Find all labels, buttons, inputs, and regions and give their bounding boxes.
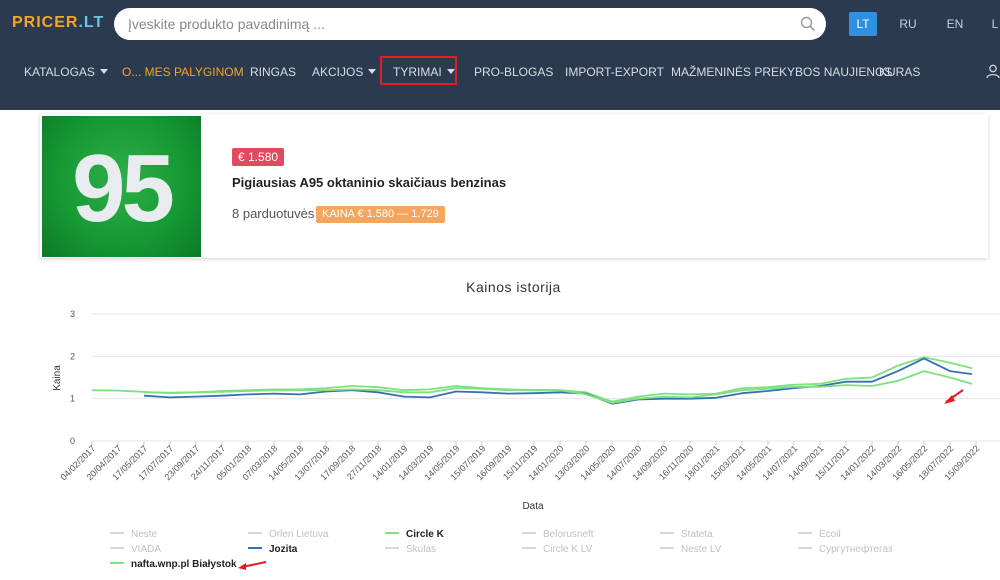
- nav-akcijos[interactable]: AKCIJOS: [312, 65, 377, 79]
- legend-label: Belorusneft: [543, 529, 594, 540]
- legend-item-orlen-lietuva[interactable]: Orlen Lietuva: [248, 529, 328, 540]
- lang-ru-button[interactable]: RU: [899, 17, 917, 31]
- legend-label: nafta.wnp.pl Białystok: [131, 559, 237, 570]
- legend-item-belorusneft[interactable]: Belorusneft: [522, 529, 594, 540]
- legend-item-neste[interactable]: Neste: [110, 529, 157, 540]
- product-title[interactable]: Pigiausias A95 oktaninio skaičiaus benzi…: [232, 175, 507, 190]
- nav-mes-palyginom[interactable]: O... MES PALYGINOM: [122, 65, 244, 79]
- nav-import-export[interactable]: IMPORT-EXPORT: [565, 65, 664, 79]
- caret-down-icon: [368, 69, 377, 74]
- nav-tyrimai[interactable]: TYRIMAI: [393, 65, 455, 79]
- legend-item-circle-k[interactable]: Circle K: [385, 529, 444, 540]
- lang-l-button[interactable]: L: [991, 17, 999, 31]
- chart-series: [91, 356, 973, 405]
- legend-item-skulas[interactable]: Skulas: [385, 544, 436, 555]
- legend-label: Ecoil: [819, 529, 841, 540]
- stores-count: 8 parduotuvės: [232, 206, 315, 221]
- y-axis-label: Kaina: [52, 365, 63, 391]
- chart-grid: [92, 313, 1000, 442]
- legend-swatch: [522, 532, 536, 534]
- nav-katalogas[interactable]: KATALOGAS: [24, 65, 108, 79]
- y-axis-ticks: 0 1 2 3: [70, 309, 75, 446]
- nav-ringas[interactable]: RINGAS: [250, 65, 297, 79]
- legend-swatch: [522, 547, 536, 549]
- chart-title: Kainos istorija: [466, 279, 561, 295]
- nav-mazmenines-naujienos[interactable]: MAŽMENINĖS PREKYBOS NAUJIENOS: [671, 65, 893, 79]
- legend-swatch: [110, 562, 124, 564]
- nav-label: KATALOGAS: [24, 65, 95, 79]
- legend-label: VIADA: [131, 544, 162, 555]
- nav-kuras[interactable]: KURAS: [879, 65, 921, 79]
- x-axis-label: Data: [522, 501, 544, 512]
- legend-label: Skulas: [406, 544, 437, 555]
- legend-item-circle-k-lv[interactable]: Circle K LV: [522, 544, 592, 555]
- price-history-chart: 0 1 2 3 04/02/201720/04/201717/05/201717/07…: [52, 309, 1000, 512]
- legend-label: Neste: [131, 529, 158, 540]
- legend-item--[interactable]: Сургутнефтегаз: [798, 544, 892, 555]
- legend-swatch: [110, 547, 124, 549]
- y-tick-label: 2: [70, 351, 75, 361]
- logo-tld: .LT: [78, 14, 105, 31]
- legend-label: Orlen Lietuva: [269, 529, 329, 540]
- top-header: PRICER.LT LT RU EN L KATALOGAS O... MES …: [0, 0, 1000, 110]
- tyrimai-highlight-box: [380, 56, 457, 85]
- legend-item-viada[interactable]: VIADA: [110, 544, 161, 555]
- logo-text: PRICER: [12, 14, 79, 31]
- user-icon[interactable]: [986, 64, 1000, 78]
- octane-number: 95: [72, 135, 175, 242]
- legend-label: Circle K LV: [543, 544, 593, 555]
- y-tick-label: 1: [70, 394, 75, 404]
- legend-swatch: [110, 532, 124, 534]
- series-line-nafta-wnp-pl-bia-ystok: [143, 370, 973, 404]
- legend-item-stateta[interactable]: Stateta: [660, 529, 713, 540]
- caret-down-icon: [446, 69, 455, 74]
- search-icon[interactable]: [800, 16, 816, 32]
- legend-label: Stateta: [681, 529, 713, 540]
- legend-label: Сургутнефтегаз: [819, 544, 893, 555]
- legend-swatch: [248, 547, 262, 549]
- x-axis-ticks: 04/02/201720/04/201717/05/201717/07/2017…: [58, 441, 981, 482]
- legend-item-jozita[interactable]: Jozita: [248, 544, 297, 555]
- legend-swatch: [660, 547, 674, 549]
- price-range-badge: KAINA € 1.580 — 1.729: [316, 206, 445, 223]
- legend-item-neste-lv[interactable]: Neste LV: [660, 544, 721, 555]
- lang-lt-button[interactable]: LT: [849, 12, 877, 36]
- nav-label: AKCIJOS: [312, 65, 364, 79]
- site-logo[interactable]: PRICER.LT: [12, 14, 104, 32]
- octane-95-image: 95: [42, 116, 201, 257]
- legend-swatch: [385, 532, 399, 534]
- lang-en-button[interactable]: EN: [946, 17, 964, 31]
- y-tick-label: 0: [70, 436, 75, 446]
- legend-swatch: [798, 547, 812, 549]
- legend-item-ecoil[interactable]: Ecoil: [798, 529, 841, 540]
- price-badge: € 1.580: [232, 148, 285, 166]
- main-nav: KATALOGAS O... MES PALYGINOM RINGAS AKCI…: [0, 58, 1000, 86]
- search-input[interactable]: [128, 14, 788, 34]
- legend-swatch: [798, 532, 812, 534]
- legend-swatch: [248, 532, 262, 534]
- legend-swatch: [385, 547, 399, 549]
- legend-label: Jozita: [269, 544, 298, 555]
- legend-item-nafta-wnp-pl-bia-ystok[interactable]: nafta.wnp.pl Białystok: [110, 559, 237, 570]
- legend-label: Neste LV: [681, 544, 722, 555]
- legend-swatch: [660, 532, 674, 534]
- legend-label: Circle K: [406, 529, 444, 540]
- nav-label: TYRIMAI: [393, 65, 442, 79]
- annotation-arrow: [944, 389, 964, 404]
- search-box: [114, 8, 826, 40]
- series-line-jozita: [143, 357, 973, 405]
- caret-down-icon: [99, 69, 108, 74]
- y-tick-label: 3: [70, 309, 75, 319]
- legend-annotation-arrow: [238, 561, 267, 570]
- nav-pro-blogas[interactable]: PRO-BLOGAS: [474, 65, 554, 79]
